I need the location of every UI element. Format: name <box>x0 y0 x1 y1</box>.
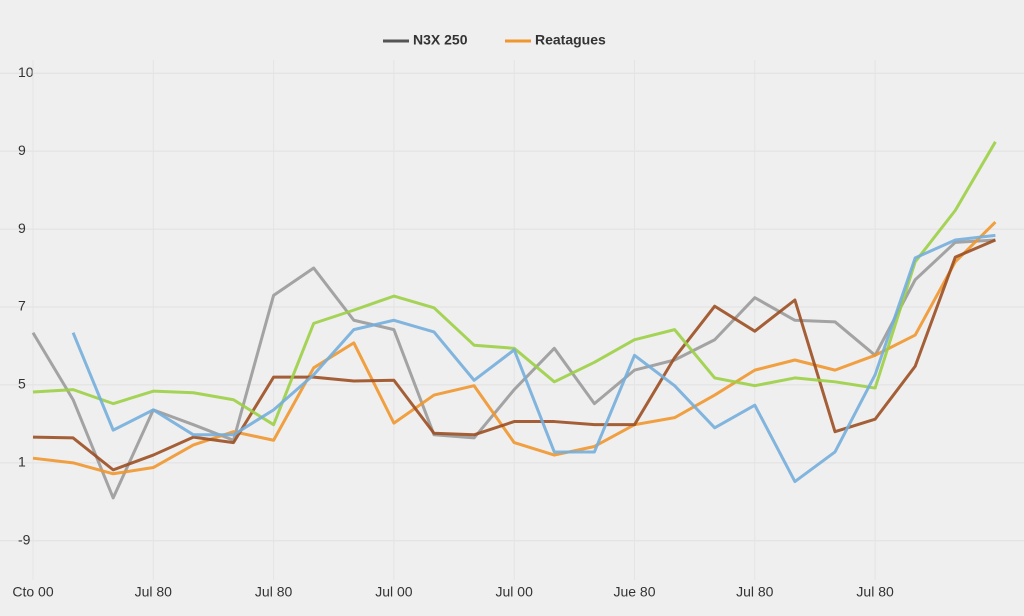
x-tick-label: Jul 80 <box>856 584 894 600</box>
x-tick-label: Jul 00 <box>375 584 413 600</box>
y-tick-label: 9 <box>18 142 26 158</box>
x-tick-label: Jul 80 <box>135 584 173 600</box>
x-tick-label: Jul 80 <box>736 584 774 600</box>
line-series <box>32 141 997 427</box>
x-tick-label: Jue 80 <box>613 584 655 600</box>
line-series <box>32 238 996 472</box>
y-tick-label: -9 <box>18 531 31 547</box>
y-tick-label: 9 <box>18 220 26 236</box>
y-tick-label: 7 <box>18 298 26 314</box>
x-tick-label: Jul 00 <box>496 584 534 600</box>
y-tick-label: 1 <box>18 454 26 470</box>
line-series <box>32 221 997 476</box>
legend-label: Reatagues <box>535 32 606 48</box>
x-tick-label: Jul 80 <box>255 584 293 600</box>
y-tick-label: 5 <box>18 376 26 392</box>
line-series <box>71 233 996 484</box>
legend-label: N3X 250 <box>413 32 468 48</box>
y-tick-label: 10 <box>18 64 34 80</box>
x-tick-label: Cto 00 <box>12 584 53 600</box>
line-series <box>31 238 996 500</box>
